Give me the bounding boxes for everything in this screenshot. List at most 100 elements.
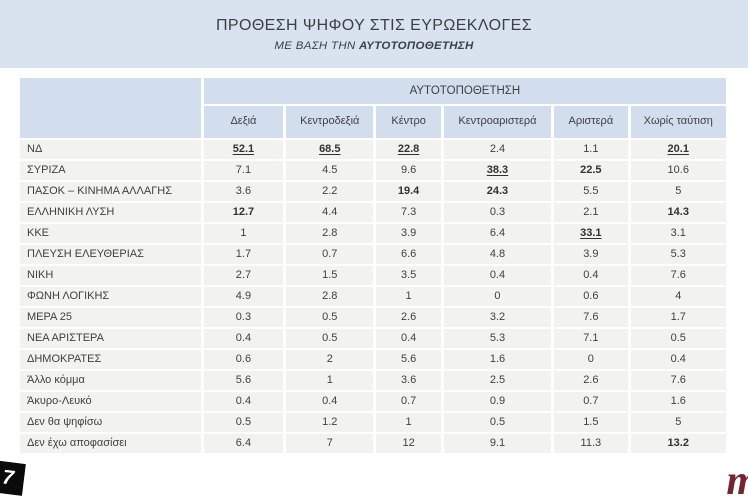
- table-row: Δεν θα ψηφίσω 0.5 1.2 1 0.5 1.5 5: [20, 413, 726, 432]
- value-cell: 1.6: [443, 350, 552, 369]
- value-cell: 0: [554, 350, 628, 369]
- value-cell: 0.3: [443, 203, 552, 222]
- table-row: ΝΙΚΗ 2.7 1.5 3.5 0.4 0.4 7.6: [20, 266, 726, 285]
- group-header: ΑΥΤΟΤΟΠΟΘΕΤΗΣΗ: [203, 78, 726, 104]
- pollster-logo-m: m: [726, 460, 748, 498]
- value-cell: 4.8: [443, 245, 552, 264]
- value-cell: 0.4: [286, 392, 374, 411]
- party-label: ΠΑΣΟΚ – ΚΙΝΗΜΑ ΑΛΛΑΓΗΣ: [20, 182, 201, 201]
- value-cell: 0.5: [286, 308, 374, 327]
- value-cell: 14.3: [630, 203, 726, 222]
- party-label: Δεν έχω αποφασίσει: [20, 434, 201, 453]
- value-cell: 7: [286, 434, 374, 453]
- table-row: ΕΛΛΗΝΙΚΗ ΛΥΣΗ 12.7 4.4 7.3 0.3 2.1 14.3: [20, 203, 726, 222]
- value-cell: 1.7: [203, 245, 284, 264]
- party-label: ΝΔ: [20, 140, 201, 159]
- value-cell: 24.3: [443, 182, 552, 201]
- value-cell: 1.5: [554, 413, 628, 432]
- value-cell: 7.6: [630, 266, 726, 285]
- value-cell: 13.2: [630, 434, 726, 453]
- value-cell: 2.4: [443, 140, 552, 159]
- subtitle-emphasis: ΑΥΤΟΤΟΠΟΘΕΤΗΣΗ: [359, 39, 474, 52]
- value-cell: 10.6: [630, 161, 726, 180]
- table-row: ΝΕΑ ΑΡΙΣΤΕΡΑ 0.4 0.5 0.4 5.3 7.1 0.5: [20, 329, 726, 348]
- value-cell: 12.7: [203, 203, 284, 222]
- subtitle-prefix: ΜΕ ΒΑΣΗ ΤΗΝ: [274, 39, 360, 52]
- value-cell: 0.6: [203, 350, 284, 369]
- table-row: Δεν έχω αποφασίσει 6.4 7 12 9.1 11.3 13.2: [20, 434, 726, 453]
- value-cell: 1.1: [554, 140, 628, 159]
- value-cell: 38.3: [443, 161, 552, 180]
- value-cell: 2.8: [286, 287, 374, 306]
- value-cell: 0.7: [286, 245, 374, 264]
- value-cell: 0.4: [376, 329, 441, 348]
- party-label: ΝΙΚΗ: [20, 266, 201, 285]
- table-row: ΚΚΕ 1 2.8 3.9 6.4 33.1 3.1: [20, 224, 726, 243]
- table-row: ΔΗΜΟΚΡΑΤΕΣ 0.6 2 5.6 1.6 0 0.4: [20, 350, 726, 369]
- value-cell: 2.8: [286, 224, 374, 243]
- party-label: ΚΚΕ: [20, 224, 201, 243]
- value-cell: 5.3: [443, 329, 552, 348]
- value-cell: 7.1: [554, 329, 628, 348]
- party-label: ΕΛΛΗΝΙΚΗ ΛΥΣΗ: [20, 203, 201, 222]
- value-cell: 0.6: [554, 287, 628, 306]
- value-cell: 0.4: [203, 329, 284, 348]
- value-cell: 33.1: [554, 224, 628, 243]
- value-cell: 0.7: [376, 392, 441, 411]
- corner-cell: [20, 78, 201, 138]
- table-row: Άλλο κόμμα 5.6 1 3.6 2.5 2.6 7.6: [20, 371, 726, 390]
- value-cell: 4.9: [203, 287, 284, 306]
- poll-table: ΑΥΤΟΤΟΠΟΘΕΤΗΣΗ Δεξιά Κεντροδεξιά Κέντρο Κεν…: [17, 76, 729, 455]
- value-cell: 2.2: [286, 182, 374, 201]
- value-cell: 0.9: [443, 392, 552, 411]
- table-row: ΜΕΡΑ 25 0.3 0.5 2.6 3.2 7.6 1.7: [20, 308, 726, 327]
- value-cell: 5: [630, 182, 726, 201]
- value-cell: 2.5: [443, 371, 552, 390]
- table-row: ΣΥΡΙΖΑ 7.1 4.5 9.6 38.3 22.5 10.6: [20, 161, 726, 180]
- value-cell: 3.1: [630, 224, 726, 243]
- column-header: Κέντρο: [376, 106, 441, 138]
- table-body: ΝΔ 52.1 68.5 22.8 2.4 1.1 20.1 ΣΥΡΙΖΑ 7.1 4.5 9.6 3…: [20, 140, 726, 453]
- value-cell: 3.9: [554, 245, 628, 264]
- value-cell: 9.1: [443, 434, 552, 453]
- value-cell: 5: [630, 413, 726, 432]
- value-cell: 0.7: [554, 392, 628, 411]
- party-label: ΠΛΕΥΣΗ ΕΛΕΥΘΕΡΙΑΣ: [20, 245, 201, 264]
- value-cell: 3.2: [443, 308, 552, 327]
- value-cell: 0.3: [203, 308, 284, 327]
- table-row: ΝΔ 52.1 68.5 22.8 2.4 1.1 20.1: [20, 140, 726, 159]
- value-cell: 0.5: [630, 329, 726, 348]
- value-cell: 7.1: [203, 161, 284, 180]
- column-header: Κεντροαριστερά: [443, 106, 552, 138]
- value-cell: 12: [376, 434, 441, 453]
- channel-logo: 7: [0, 460, 26, 496]
- value-cell: 1: [286, 371, 374, 390]
- value-cell: 9.6: [376, 161, 441, 180]
- value-cell: 2: [286, 350, 374, 369]
- value-cell: 6.6: [376, 245, 441, 264]
- value-cell: 0.5: [286, 329, 374, 348]
- value-cell: 3.6: [376, 371, 441, 390]
- value-cell: 1.7: [630, 308, 726, 327]
- value-cell: 22.5: [554, 161, 628, 180]
- value-cell: 0.4: [443, 266, 552, 285]
- value-cell: 3.5: [376, 266, 441, 285]
- value-cell: 5.6: [203, 371, 284, 390]
- value-cell: 2.7: [203, 266, 284, 285]
- channel-logo-glyph: 7: [1, 465, 15, 490]
- party-label: Δεν θα ψηφίσω: [20, 413, 201, 432]
- page-title: ΠΡΟΘΕΣΗ ΨΗΦΟΥ ΣΤΙΣ ΕΥΡΩΕΚΛΟΓΕΣ: [215, 16, 533, 34]
- value-cell: 2.6: [376, 308, 441, 327]
- value-cell: 7.6: [554, 308, 628, 327]
- party-label: Άλλο κόμμα: [20, 371, 201, 390]
- page-subtitle: ΜΕ ΒΑΣΗ ΤΗΝ ΑΥΤΟΤΟΠΟΘΕΤΗΣΗ: [274, 40, 473, 52]
- value-cell: 7.6: [630, 371, 726, 390]
- value-cell: 68.5: [286, 140, 374, 159]
- table-header: ΑΥΤΟΤΟΠΟΘΕΤΗΣΗ Δεξιά Κεντροδεξιά Κέντρο Κεν…: [20, 78, 726, 138]
- value-cell: 0: [443, 287, 552, 306]
- party-label: Άκυρο-Λευκό: [20, 392, 201, 411]
- value-cell: 3.6: [203, 182, 284, 201]
- value-cell: 0.5: [203, 413, 284, 432]
- value-cell: 5.6: [376, 350, 441, 369]
